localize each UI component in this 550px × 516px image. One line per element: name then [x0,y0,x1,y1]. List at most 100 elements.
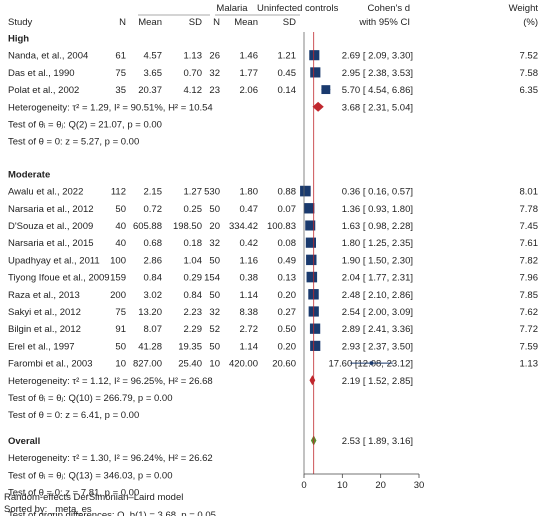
malaria-sd: 0.84 [184,290,203,301]
overall-test-theta: Test of θᵢ = θⱼ: Q(13) = 346.03, p = 0.0… [8,470,173,481]
study-label: Erel et al., 1997 [8,341,75,352]
control-sd: 0.08 [278,238,297,249]
effect-marker [369,361,374,365]
overall-test-zero: Test of θ = 0: z = 7.81, p = 0.00 [8,488,139,499]
weight-value: 7.82 [520,255,539,266]
malaria-n: 61 [115,51,126,62]
group-summary-diamond [312,101,324,112]
effect-marker [305,237,316,248]
footnote-model: Random-effects DerSimonian–Laird model [4,492,183,503]
malaria-sd: 1.27 [184,187,203,198]
control-n: 32 [209,307,220,318]
study-label: Awalu et al., 2022 [8,187,83,198]
malaria-sd: 25.40 [178,359,202,370]
effect-size-ci: 1.63 [ 0.98, 2.28] [342,221,413,232]
weight-value: 7.61 [520,238,539,249]
malaria-sd: 0.70 [184,68,203,79]
weight-value: 7.72 [520,324,539,335]
malaria-n: 112 [111,187,126,198]
group-test-theta: Test of θᵢ = θⱼ: Q(2) = 21.07, p = 0.00 [8,120,162,131]
malaria-sd: 19.35 [178,341,202,352]
effect-size-ci: 2.95 [ 2.38, 3.53] [342,68,413,79]
control-mean: 2.06 [240,85,259,96]
group-heading: High [8,34,29,45]
group-differences-test: Test of group differences: Q_b(1) = 3.68… [8,510,216,516]
malaria-n: 40 [115,221,126,232]
malaria-n: 159 [110,273,126,284]
group-test-theta: Test of θᵢ = θⱼ: Q(10) = 266.79, p = 0.0… [8,393,173,404]
malaria-mean: 3.65 [144,68,163,79]
control-n: 32 [209,238,220,249]
effect-marker [309,50,320,61]
effect-size-ci: 2.69 [ 2.09, 3.30] [342,51,413,62]
group-summary-ci: 2.19 [ 1.52, 2.85] [342,376,413,387]
study-label: Nanda, et al., 2004 [8,51,88,62]
control-sd: 20.60 [272,359,296,370]
effect-marker [300,185,311,197]
header-es-line1: Cohen's d [368,3,410,14]
header-n-malaria: N [119,17,126,28]
effect-marker [305,220,316,231]
control-sd: 100.83 [267,221,296,232]
control-mean: 420.00 [229,359,258,370]
malaria-n: 10 [115,359,126,370]
study-label: Sakyi et al., 2012 [8,307,81,318]
control-sd: 0.88 [278,187,297,198]
header-weight-line1: Weight [509,3,539,14]
effect-marker [310,67,321,78]
effect-marker [306,254,317,266]
control-mean: 1.14 [240,341,259,352]
header-n-controls: N [213,17,220,28]
header-study: Study [8,17,33,28]
weight-value: 7.85 [520,290,539,301]
control-sd: 0.50 [278,324,297,335]
header-mean-controls: Mean [234,17,258,28]
control-sd: 0.20 [278,341,297,352]
weight-value: 7.58 [520,68,539,79]
overall-summary-ci: 2.53 [ 1.89, 3.16] [342,436,413,447]
study-label: Farombi et al., 2003 [8,359,93,370]
header-malaria: Malaria [216,3,248,14]
header-sd-malaria: SD [189,17,202,28]
weight-value: 7.78 [520,204,539,215]
effect-size-ci: 0.36 [ 0.16, 0.57] [342,187,413,198]
control-n: 50 [209,341,220,352]
weight-value: 7.52 [520,51,539,62]
x-axis-tick-label: 0 [301,480,306,491]
weight-value: 1.13 [520,359,539,370]
control-n: 23 [209,85,220,96]
study-label: Tiyong Ifoue et al., 2009 [8,273,110,284]
malaria-sd: 1.13 [184,51,203,62]
header-controls: Uninfected controls [257,3,339,14]
malaria-n: 75 [115,307,126,318]
effect-marker [310,340,321,351]
header-mean-malaria: Mean [138,17,162,28]
header-weight-line2: (%) [523,17,538,28]
malaria-n: 91 [115,324,126,335]
control-mean: 2.72 [240,324,259,335]
group-test-zero: Test of θ = 0: z = 6.41, p = 0.00 [8,410,139,421]
group-heterogeneity: Heterogeneity: τ² = 1.29, I² = 90.51%, H… [8,102,213,113]
effect-size-ci: 1.90 [ 1.50, 2.30] [342,255,413,266]
effect-marker [304,203,315,214]
header-es-line2: with 95% CI [358,17,410,28]
study-label: Das et al., 1990 [8,68,75,79]
control-mean: 0.47 [240,204,259,215]
weight-value: 7.45 [520,221,539,232]
x-axis-tick-label: 20 [375,480,386,491]
control-n: 50 [209,255,220,266]
control-mean: 0.38 [240,273,259,284]
overall-heading: Overall [8,436,40,447]
effect-size-ci: 1.36 [ 0.93, 1.80] [342,204,413,215]
control-mean: 1.14 [240,290,259,301]
malaria-mean: 2.86 [144,255,163,266]
effect-size-ci: 2.54 [ 2.00, 3.09] [342,307,413,318]
malaria-sd: 2.29 [184,324,203,335]
effect-size-ci: 2.04 [ 1.77, 2.31] [342,273,413,284]
control-sd: 0.14 [278,85,297,96]
control-mean: 1.16 [240,255,259,266]
malaria-mean: 0.68 [144,238,163,249]
control-sd: 0.45 [278,68,297,79]
malaria-mean: 3.02 [144,290,163,301]
